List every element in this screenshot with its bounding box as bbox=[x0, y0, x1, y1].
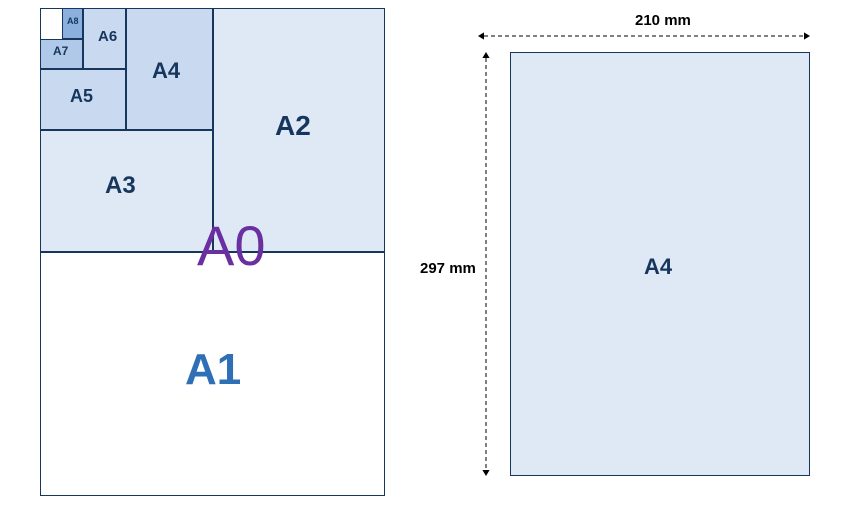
a3-label: A3 bbox=[105, 172, 136, 200]
a4-label: A4 bbox=[152, 58, 180, 84]
a6-label: A6 bbox=[98, 28, 117, 45]
a2-label: A2 bbox=[275, 110, 311, 142]
height-dimension-label: 297 mm bbox=[420, 260, 476, 277]
a5-label: A5 bbox=[70, 86, 93, 107]
a7-label: A7 bbox=[53, 44, 68, 58]
width-dimension-label: 210 mm bbox=[635, 12, 691, 29]
a1-label: A1 bbox=[185, 345, 241, 395]
a0-label: A0 bbox=[197, 213, 266, 278]
a4-sheet-label: A4 bbox=[644, 254, 672, 280]
a8-label: A8 bbox=[67, 16, 79, 26]
